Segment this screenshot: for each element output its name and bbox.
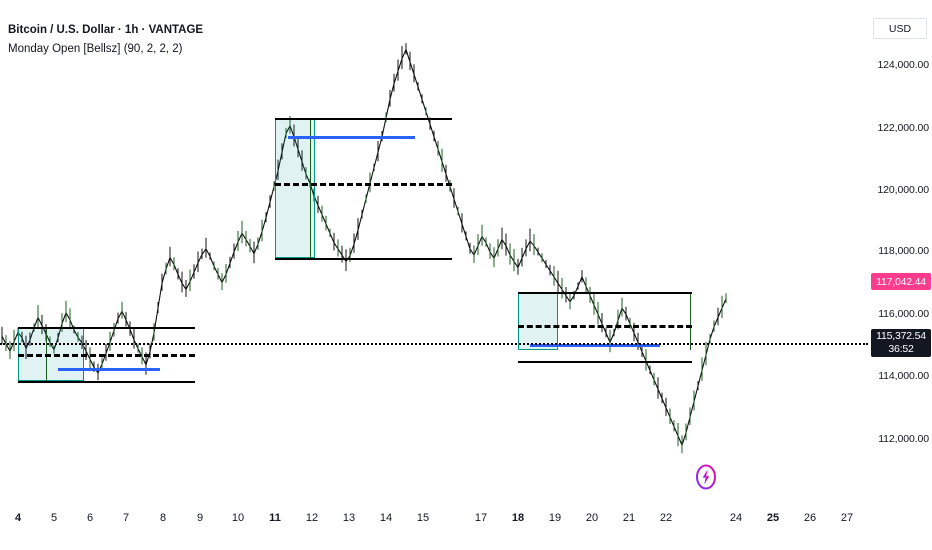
time-tick-label: 13 bbox=[342, 512, 356, 524]
time-tick-label: 25 bbox=[766, 512, 780, 524]
indicator-price-badge[interactable]: 117,042.44 bbox=[871, 273, 931, 290]
time-tick-label: 17 bbox=[474, 512, 488, 524]
time-tick-label: 12 bbox=[305, 512, 319, 524]
price-series bbox=[1, 43, 727, 454]
price-tick-label: 114,000.00 bbox=[878, 370, 929, 382]
time-tick-label: 26 bbox=[803, 512, 817, 524]
price-axis[interactable]: USD 124,000.00 122,000.00 120,000.00 118,00… bbox=[868, 0, 932, 498]
monday-open-zone-3-top-line[interactable] bbox=[518, 292, 692, 294]
price-tick-label: 120,000.00 bbox=[877, 184, 929, 196]
price-tick-label: 124,000.00 bbox=[877, 59, 929, 71]
price-tick-label: 112,000.00 bbox=[878, 433, 929, 445]
price-tick-label: 118,000.00 bbox=[878, 245, 929, 257]
time-tick-label: 7 bbox=[122, 512, 130, 524]
time-tick-label: 19 bbox=[548, 512, 562, 524]
time-tick-label: 22 bbox=[659, 512, 673, 524]
monday-open-zone-2-top-line[interactable] bbox=[275, 118, 452, 120]
chart-legend: Bitcoin / U.S. Dollar · 1h · VANTAGE Mon… bbox=[8, 22, 203, 57]
time-tick-label: 10 bbox=[231, 512, 245, 524]
chart-plot-area[interactable] bbox=[0, 0, 868, 498]
monday-open-zone-1-top-line[interactable] bbox=[18, 327, 195, 329]
time-tick-label: 14 bbox=[379, 512, 393, 524]
time-tick-label: 9 bbox=[196, 512, 204, 524]
monday-open-zone-3-open-line[interactable] bbox=[530, 344, 660, 347]
monday-open-zone-3-vertical-marker[interactable] bbox=[690, 292, 691, 350]
monday-open-zone-1-mid-line[interactable] bbox=[18, 354, 195, 357]
time-tick-label: 21 bbox=[622, 512, 636, 524]
time-tick-label: 11 bbox=[269, 512, 281, 524]
indicator-title[interactable]: Monday Open [Bellsz] (90, 2, 2, 2) bbox=[8, 42, 183, 55]
price-line bbox=[1, 47, 727, 447]
last-price-badge[interactable]: 115,372.54 36:52 bbox=[871, 329, 931, 357]
price-tick-label: 116,000.00 bbox=[878, 308, 929, 320]
lightning-bolt-badge[interactable] bbox=[694, 464, 718, 490]
price-tick-label: 122,000.00 bbox=[877, 122, 929, 134]
monday-open-zone-3-box[interactable] bbox=[518, 292, 558, 350]
time-tick-label: 5 bbox=[50, 512, 58, 524]
time-tick-label: 15 bbox=[416, 512, 430, 524]
monday-open-zone-2-bottom-line[interactable] bbox=[275, 258, 452, 260]
symbol-title[interactable]: Bitcoin / U.S. Dollar · 1h · VANTAGE bbox=[8, 24, 204, 36]
time-tick-label: 20 bbox=[585, 512, 599, 524]
price-bars bbox=[1, 43, 727, 454]
monday-open-zone-2-vertical-marker[interactable] bbox=[310, 118, 311, 258]
current-price-line[interactable] bbox=[0, 343, 868, 345]
time-tick-label: 6 bbox=[86, 512, 94, 524]
monday-open-zone-3-bottom-line[interactable] bbox=[518, 361, 692, 363]
monday-open-zone-3-mid-line[interactable] bbox=[518, 325, 692, 328]
monday-open-zone-2-box[interactable] bbox=[275, 118, 315, 258]
time-tick-label: 18 bbox=[511, 512, 525, 524]
time-axis[interactable]: 4 5 6 7 8 9 10 11 12 13 14 15 17 18 19 20 21 22 24 25 26 27 bbox=[0, 498, 932, 550]
time-tick-label: 24 bbox=[729, 512, 743, 524]
last-price-value: 115,372.54 bbox=[876, 330, 926, 342]
time-tick-label: 4 bbox=[14, 512, 22, 524]
time-tick-label: 27 bbox=[840, 512, 854, 524]
time-tick-label: 8 bbox=[159, 512, 167, 524]
monday-open-zone-2-open-line[interactable] bbox=[288, 136, 415, 139]
monday-open-zone-1-bottom-line[interactable] bbox=[18, 381, 195, 383]
bar-countdown: 36:52 bbox=[888, 343, 914, 355]
monday-open-zone-1-open-line[interactable] bbox=[58, 368, 160, 371]
monday-open-zone-2-mid-line[interactable] bbox=[275, 183, 452, 186]
currency-badge: USD bbox=[873, 18, 927, 39]
